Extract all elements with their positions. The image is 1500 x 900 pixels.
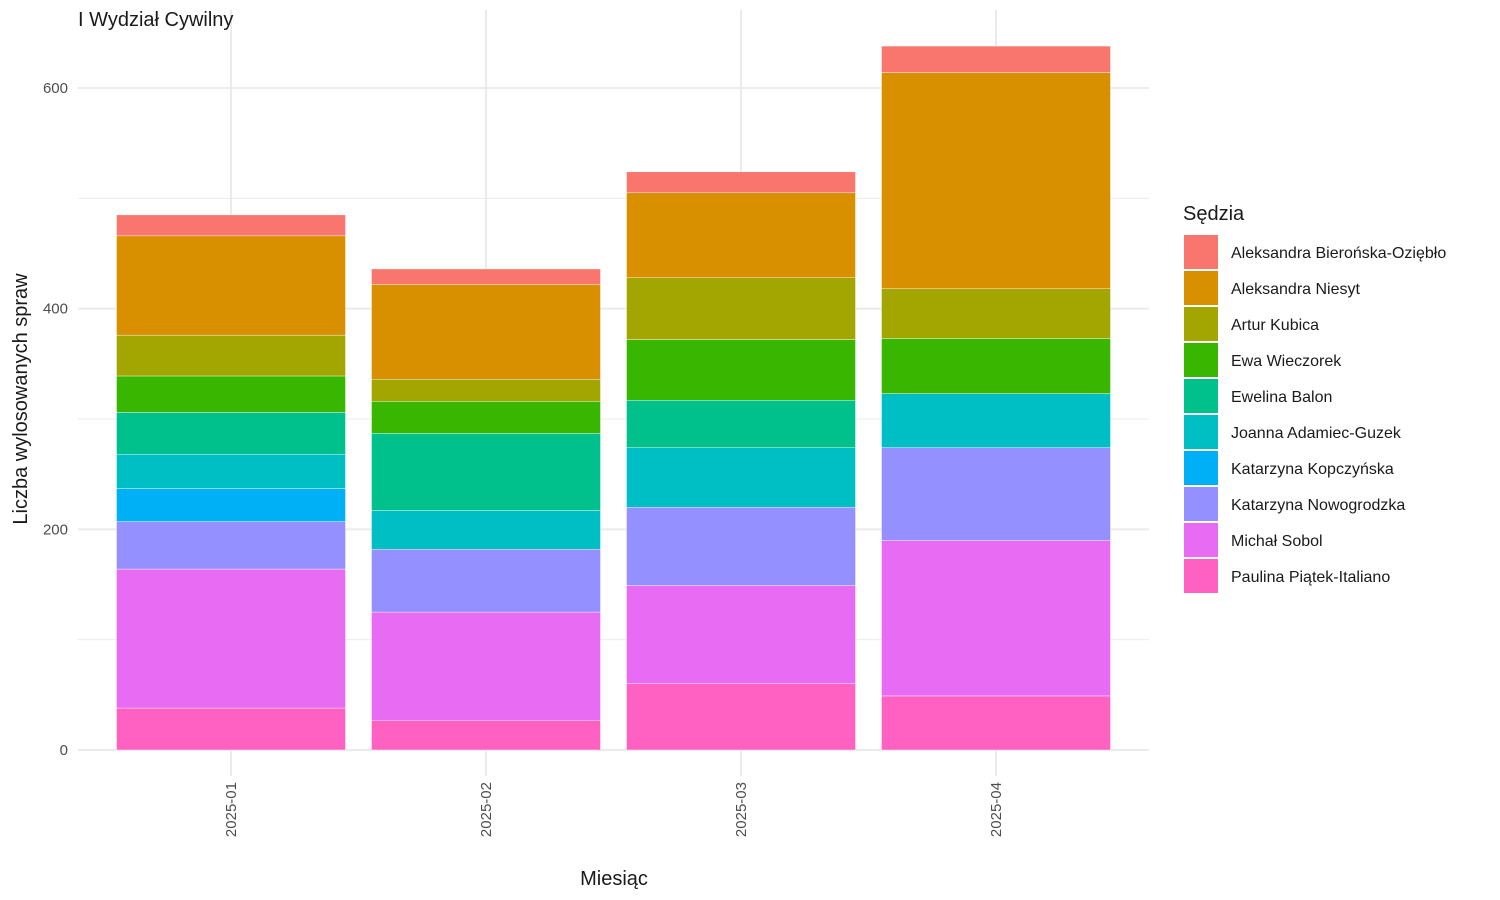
y-tick-label: 600 (43, 80, 68, 97)
legend-label: Katarzyna Nowogrodzka (1231, 497, 1405, 514)
bar-segment (116, 488, 346, 522)
legend-label: Aleksandra Bierońska-Oziębło (1231, 245, 1446, 262)
x-tick-label: 2025-03 (733, 782, 750, 837)
bar-segment (626, 683, 856, 751)
legend-label: Paulina Piątek-Italiano (1231, 569, 1390, 586)
y-tick-label: 400 (43, 301, 68, 318)
y-axis-title: Liczba wylosowanych spraw (10, 273, 32, 525)
bar-segment (116, 375, 346, 413)
x-tick-label: 2025-01 (223, 782, 240, 837)
bar-segment (116, 412, 346, 455)
bar-segment (116, 707, 346, 751)
legend-key (1184, 307, 1218, 341)
x-tick-label: 2025-02 (478, 782, 495, 837)
bar-segment (881, 338, 1111, 394)
bar-segment (881, 393, 1111, 448)
bar-segment (626, 507, 856, 586)
legend-label: Ewelina Balon (1231, 389, 1332, 406)
x-tick-label: 2025-04 (988, 782, 1005, 837)
legend-key (1184, 415, 1218, 449)
bars (116, 45, 1111, 751)
bar-segment (626, 171, 856, 194)
bar-segment (881, 72, 1111, 290)
bar-segment (371, 510, 601, 550)
bar-segment (371, 433, 601, 511)
legend-label: Artur Kubica (1231, 317, 1319, 334)
bar-segment (626, 192, 856, 278)
legend-key (1184, 271, 1218, 305)
legend-title: Sędzia (1183, 203, 1245, 225)
legend-key (1184, 559, 1218, 593)
bar-segment (371, 611, 601, 721)
legend-key (1184, 523, 1218, 557)
bar-segment (371, 401, 601, 434)
bar-segment (116, 334, 346, 377)
bar-segment (116, 214, 346, 237)
bar-segment (881, 288, 1111, 339)
legend-key (1184, 487, 1218, 521)
legend-label: Michał Sobol (1231, 533, 1323, 550)
bar-segment (371, 284, 601, 380)
bar-segment (881, 45, 1111, 73)
y-tick-label: 200 (43, 521, 68, 538)
legend-key (1184, 343, 1218, 377)
bar-segment (881, 695, 1111, 751)
legend-key (1184, 235, 1218, 269)
bar-segment (116, 521, 346, 570)
legend-label: Ewa Wieczorek (1231, 353, 1342, 370)
bar-segment (626, 447, 856, 508)
bar-segment (116, 454, 346, 489)
bar-segment (116, 235, 346, 336)
bar-segment (881, 447, 1111, 541)
bar-segment (371, 720, 601, 751)
bar-segment (626, 400, 856, 448)
legend-label: Katarzyna Kopczyńska (1231, 461, 1394, 478)
x-axis-title: Miesiąc (580, 868, 648, 890)
bar-segment (626, 339, 856, 401)
legend-key (1184, 451, 1218, 485)
legend-label: Joanna Adamiec-Guzek (1231, 425, 1402, 442)
y-tick-label: 0 (60, 742, 68, 759)
chart-title: I Wydział Cywilny (78, 9, 233, 31)
bar-segment (881, 540, 1111, 697)
bar-segment (371, 548, 601, 613)
x-axis-ticks: 2025-01 2025-02 2025-03 2025-04 (223, 782, 1005, 837)
bar-segment (626, 277, 856, 340)
legend-label: Aleksandra Niesyt (1231, 281, 1361, 298)
bar-segment (116, 568, 346, 709)
bar-segment (371, 379, 601, 402)
legend-key (1184, 379, 1218, 413)
bar-segment (626, 585, 856, 684)
legend: Sędzia Aleksandra Bierońska-Oziębło Aleks… (1183, 203, 1446, 593)
bar-segment (371, 268, 601, 285)
y-axis-ticks: 0 200 400 600 (43, 80, 68, 759)
